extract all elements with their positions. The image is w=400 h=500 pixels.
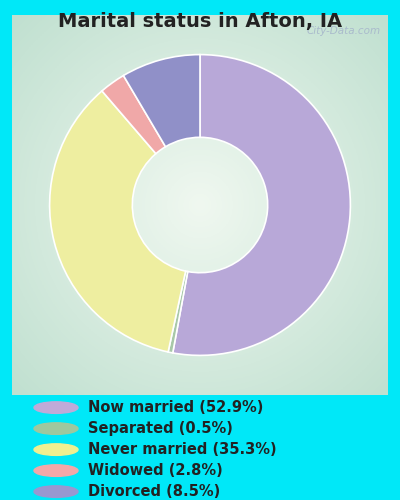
Circle shape: [34, 402, 78, 413]
Text: Separated (0.5%): Separated (0.5%): [88, 421, 233, 436]
Circle shape: [34, 444, 78, 456]
Text: Divorced (8.5%): Divorced (8.5%): [88, 484, 220, 499]
Text: Never married (35.3%): Never married (35.3%): [88, 442, 277, 457]
Wedge shape: [168, 271, 188, 353]
Text: Now married (52.9%): Now married (52.9%): [88, 400, 263, 415]
Circle shape: [34, 465, 78, 476]
Wedge shape: [173, 54, 350, 356]
Text: Marital status in Afton, IA: Marital status in Afton, IA: [58, 12, 342, 32]
Circle shape: [34, 486, 78, 498]
Wedge shape: [124, 54, 200, 146]
Circle shape: [34, 423, 78, 434]
Text: Widowed (2.8%): Widowed (2.8%): [88, 463, 223, 478]
Text: City-Data.com: City-Data.com: [306, 26, 380, 36]
Wedge shape: [50, 91, 186, 352]
Wedge shape: [102, 76, 166, 154]
